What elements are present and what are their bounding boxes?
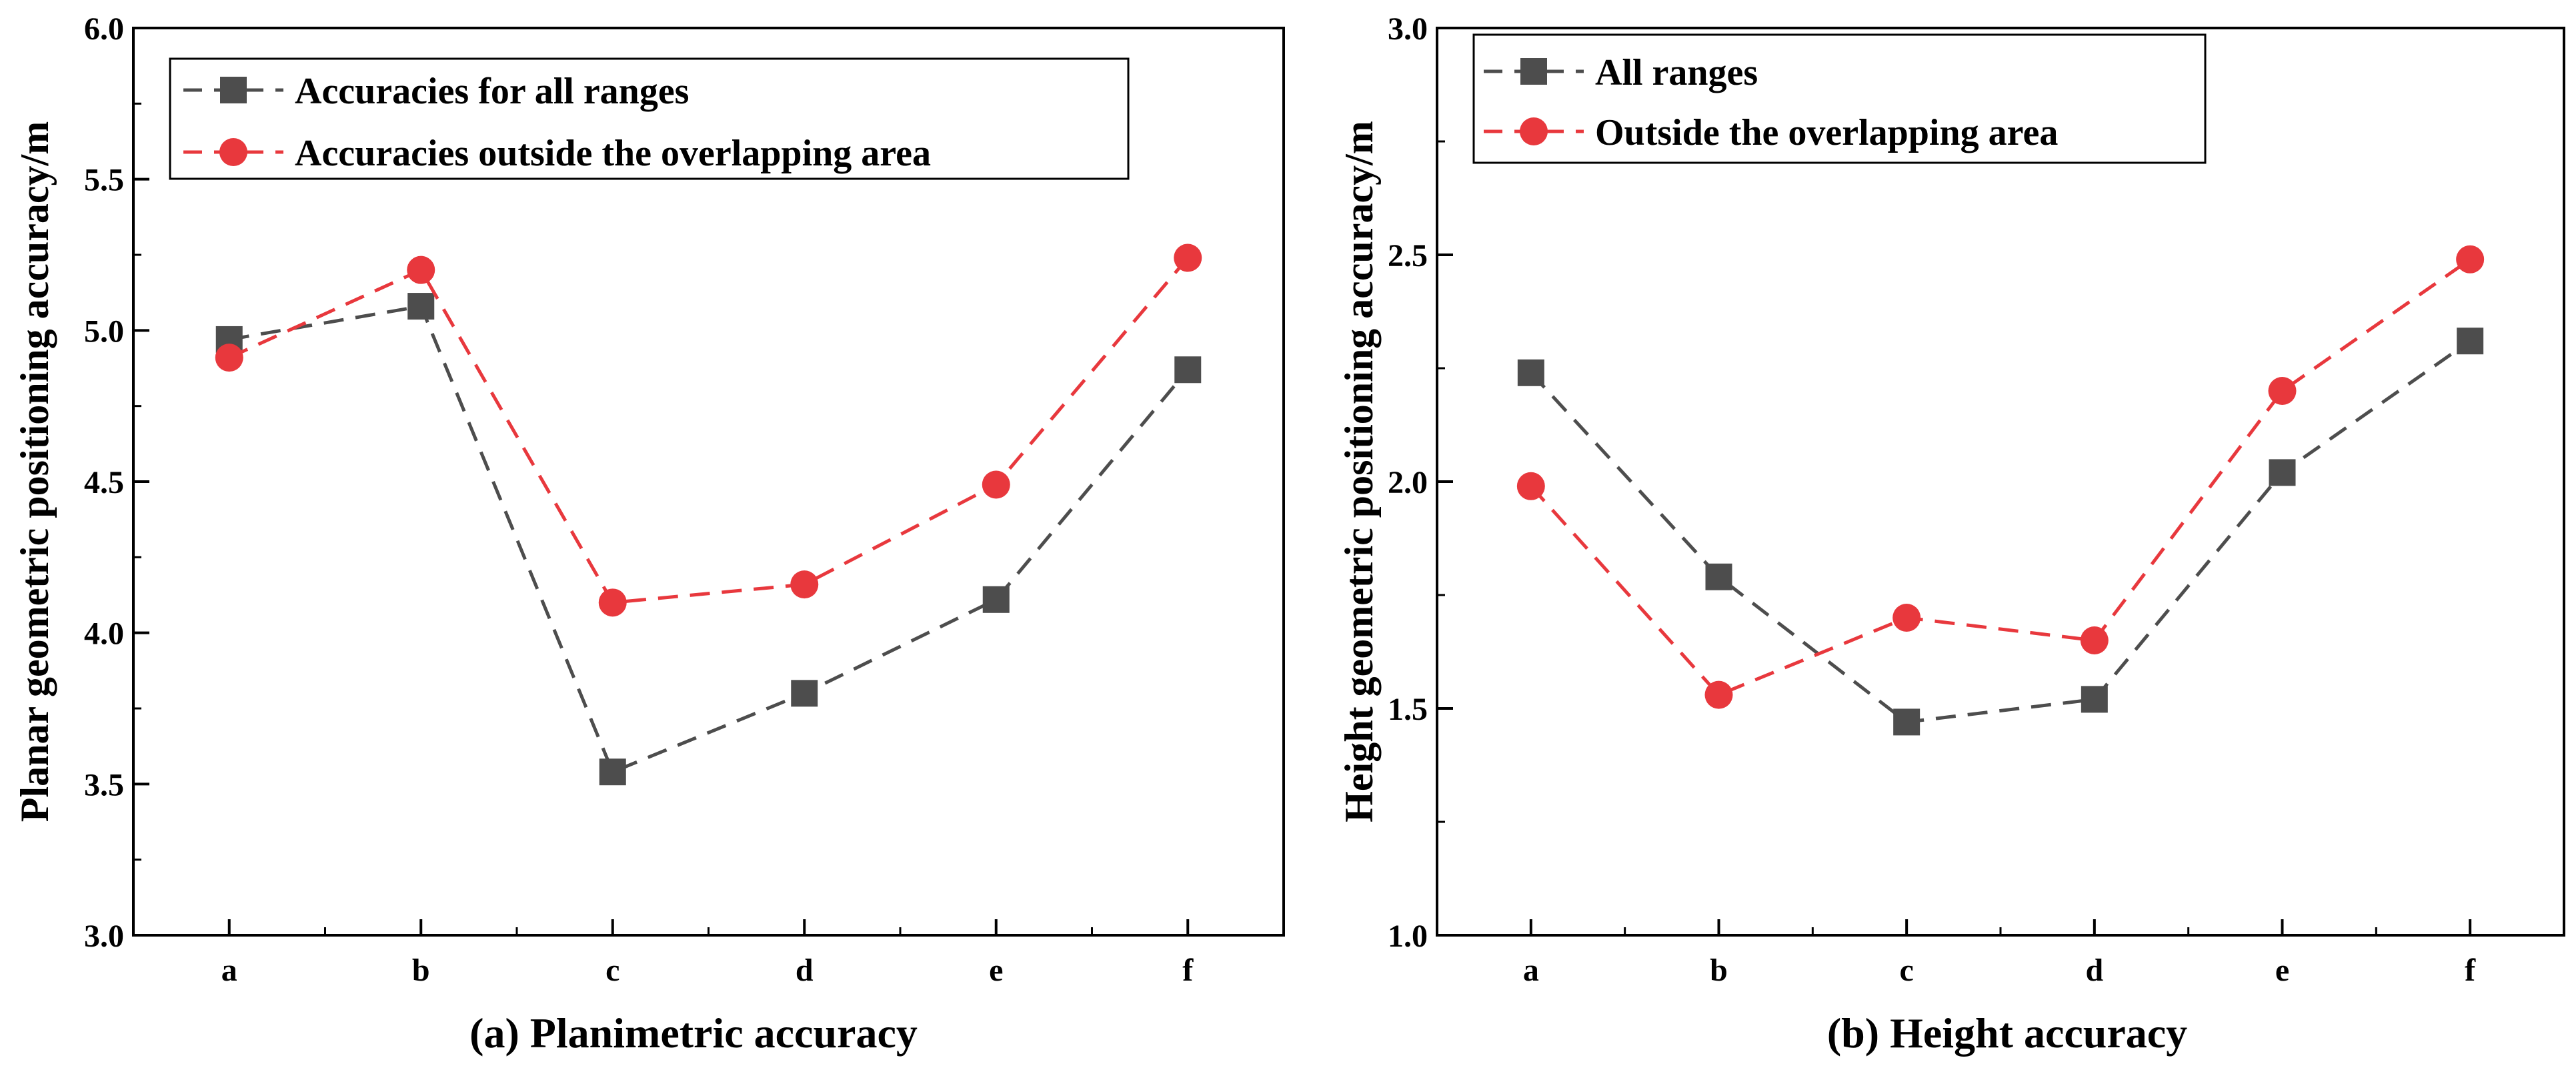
panel-b-series-1-point <box>1705 563 1732 590</box>
panel-b-x-tick-label: b <box>1710 953 1728 988</box>
panel-a-y-tick-label: 5.5 <box>84 163 124 198</box>
panel-b-legend-label-1: All ranges <box>1595 52 1758 93</box>
panel-b: a b c d e f 1.0 1.5 2.0 2.5 3.0 Height geometric p… <box>1337 11 2565 1057</box>
panel-a-series-1-point <box>1174 356 1202 384</box>
panel-b-series-1-line <box>1529 340 2471 724</box>
panel-a-legend-label-1: Accuracies for all ranges <box>295 71 689 112</box>
panel-a-series-2-point <box>790 570 819 599</box>
panel-a-series-1-point <box>407 293 435 320</box>
panel-a-caption: (a) Planimetric accuracy <box>469 1009 918 1057</box>
panel-a-series-1-point <box>982 586 1010 613</box>
panel-a-x-tick-label: c <box>605 953 619 988</box>
panel-a-series-2-point <box>982 470 1010 499</box>
panel-b-y-tick-label: 3.0 <box>1388 11 1428 47</box>
panel-a: a b c d e f 3.0 3.5 4.0 4.5 5.0 5.5 6.0 Planar geome… <box>13 11 1285 1057</box>
panel-a-y-tick-label: 4.5 <box>84 465 124 500</box>
panel-b-legend-label-2: Outside the overlapping area <box>1595 112 2058 153</box>
panel-b-series-1-point <box>1517 359 1544 386</box>
panel-a-legend-box <box>169 57 1130 180</box>
panel-b-series-2-point <box>1516 472 1545 500</box>
panel-b-legend-marker-1 <box>1520 58 1547 85</box>
panel-a-y-tick-label: 3.5 <box>84 767 124 802</box>
panel-a-legend-label-2: Accuracies outside the overlapping area <box>295 133 931 174</box>
panel-a-x-tick-label: a <box>221 953 237 988</box>
panel-a-series-1-point <box>599 758 626 786</box>
panel-b-series-2-point <box>2456 245 2485 274</box>
panel-a-y-tick-label: 6.0 <box>84 11 124 47</box>
panel-b-series-1-point <box>2457 328 2484 355</box>
panel-a-y-tick-label: 5.0 <box>84 314 124 349</box>
panel-a-legend-marker-1 <box>220 77 247 103</box>
panel-b-x-tick-label: e <box>2275 953 2289 988</box>
panel-b-series-2-point <box>1892 604 1921 632</box>
panel-a-x-tick-label: f <box>1182 953 1194 988</box>
panel-b-caption: (b) Height accuracy <box>1827 1009 2187 1057</box>
panel-b-x-tick-label: f <box>2465 953 2476 988</box>
panel-a-y-tick-label: 4.0 <box>84 616 124 652</box>
panel-b-series-2-point <box>2080 626 2109 654</box>
panel-a-x-tick-label: e <box>989 953 1003 988</box>
panel-a-series-2-point <box>598 588 627 617</box>
panel-b-series-2-line <box>1529 257 2471 697</box>
panel-b-x-tick-label: d <box>2085 953 2103 988</box>
panel-a-y-axis-title: Planar geometric positioning accuracy/m <box>13 121 57 822</box>
panel-a-series-1-line <box>229 304 1190 774</box>
panel-a-x-tick-label: d <box>796 953 814 988</box>
panel-b-legend-box <box>1472 33 2207 164</box>
panel-a-y-tick-label: 3.0 <box>84 919 124 954</box>
panel-b-series-1-point <box>2081 686 2108 713</box>
panel-a-plot-area: a b c d e f 3.0 3.5 4.0 4.5 5.0 5.5 6.0 <box>84 11 1285 988</box>
panel-b-x-tick-label: c <box>1900 953 1914 988</box>
panel-b-legend: All ranges Outside the overlapping area <box>1472 33 2207 164</box>
panel-b-series-2-point <box>1704 680 1733 709</box>
panel-a-legend-marker-2 <box>219 138 247 166</box>
panel-a-series-2-line <box>228 256 1190 604</box>
panel-b-y-axis-title: Height geometric positioning accuracy/m <box>1337 121 1381 822</box>
panel-b-series-2-point <box>2268 377 2297 405</box>
panel-b-legend-marker-2 <box>1520 117 1548 145</box>
panel-a-series-2-point <box>407 255 435 284</box>
panel-b-series-1-point <box>2269 459 2296 486</box>
panel-a-legend: Accuracies for all ranges Accuracies out… <box>169 57 1130 180</box>
panel-b-y-tick-label: 2.5 <box>1388 238 1428 274</box>
panel-b-plot-area: a b c d e f 1.0 1.5 2.0 2.5 3.0 <box>1388 11 2565 988</box>
panel-b-y-tick-label: 2.0 <box>1388 465 1428 500</box>
panel-a-series-2-point <box>215 344 243 372</box>
panel-a-x-tick-label: b <box>412 953 430 988</box>
panel-b-x-tick-label: a <box>1523 953 1539 988</box>
panel-b-y-tick-label: 1.5 <box>1388 692 1428 727</box>
panel-b-series-1-point <box>1893 708 1920 736</box>
panel-b-axes-frame <box>1436 27 2565 937</box>
panel-a-series-1-point <box>791 680 818 707</box>
panel-a-series-2-point <box>1174 243 1202 272</box>
panel-b-y-tick-label: 1.0 <box>1388 919 1428 954</box>
